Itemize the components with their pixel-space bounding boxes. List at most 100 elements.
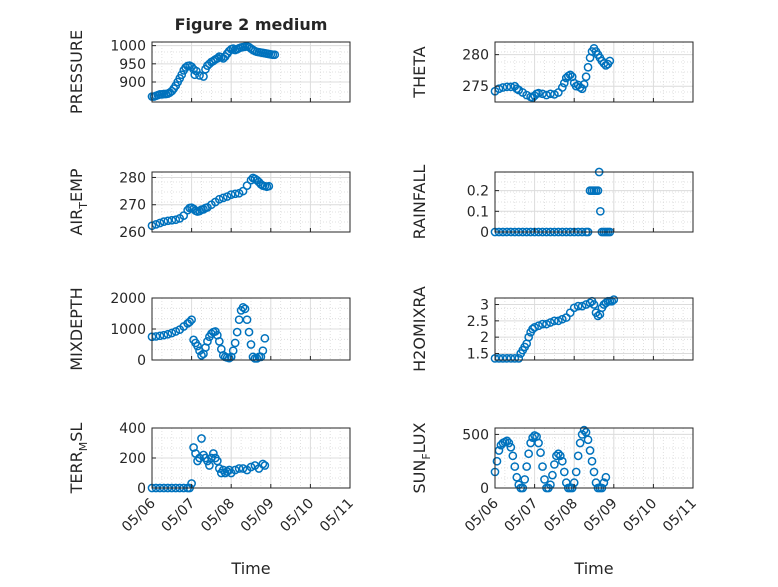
y-tick-label: 1000 — [110, 39, 146, 55]
data-point — [538, 462, 547, 471]
data-point — [185, 317, 194, 327]
data-point — [575, 438, 585, 448]
data-point — [579, 79, 589, 89]
x-tick-label: 05/06 — [462, 495, 502, 535]
x-tick-label: 05/06 — [119, 495, 159, 535]
data-point — [498, 83, 508, 92]
data-point — [524, 332, 534, 342]
subplot-3: 260 270 280 AIRTEMP — [67, 168, 351, 241]
data-point — [506, 442, 516, 452]
data-point — [579, 425, 589, 435]
y-tick-label: 270 — [119, 198, 146, 214]
data-point — [258, 459, 268, 469]
x-tick-label: 05/07 — [159, 496, 199, 536]
data-point — [508, 451, 518, 461]
axes-frame — [151, 171, 351, 233]
data-point — [230, 465, 240, 475]
data-point — [246, 340, 256, 349]
y-axis-label: THETA — [410, 46, 429, 98]
data-point — [492, 456, 502, 466]
data-point — [246, 462, 256, 472]
data-point — [555, 451, 565, 461]
data-point — [167, 215, 177, 225]
data-point — [242, 181, 252, 190]
x-tick-label: 05/10 — [620, 496, 660, 536]
data-point — [159, 217, 169, 226]
y-axis-label: MIXDEPTH — [67, 287, 86, 370]
data-point — [258, 346, 268, 356]
data-point — [212, 456, 222, 466]
y-tick-label: 2 — [480, 330, 489, 346]
y-tick-label: 2.5 — [467, 314, 489, 330]
subplot-6: 1.522.53 H2OMIXRA — [410, 286, 694, 372]
data-point — [540, 475, 549, 484]
data-point — [550, 460, 559, 469]
data-point — [571, 467, 581, 477]
y-tick-label: 200 — [119, 451, 146, 467]
subplot-1: 900 950 1000 PRESSURE — [67, 30, 351, 114]
data-point — [510, 354, 520, 363]
data-point — [155, 218, 165, 228]
x-tick-label: 05/08 — [198, 496, 238, 536]
data-point — [197, 434, 206, 443]
y-tick-label: 1.5 — [467, 346, 489, 362]
data-point — [510, 462, 520, 471]
data-point — [203, 337, 212, 346]
data-point — [542, 90, 551, 100]
data-point — [228, 346, 238, 356]
data-point — [209, 449, 218, 458]
data-point — [587, 456, 597, 466]
data-point — [583, 62, 593, 72]
data-point — [554, 449, 563, 459]
x-tick-label: 05/09 — [238, 496, 278, 536]
data-point — [506, 82, 516, 92]
data-point — [502, 436, 512, 446]
data-point — [583, 435, 593, 445]
x-tick-label: 05/11 — [317, 496, 357, 536]
data-point — [546, 89, 555, 99]
data-point — [504, 438, 514, 448]
data-point — [569, 303, 579, 313]
x-tick-label: 05/09 — [581, 496, 621, 536]
data-point — [554, 316, 563, 326]
data-point — [557, 314, 567, 324]
data-point — [246, 175, 256, 185]
data-point — [557, 83, 567, 92]
data-point — [214, 464, 224, 473]
data-point — [226, 190, 236, 199]
data-point — [599, 478, 609, 487]
data-point — [171, 215, 181, 225]
data-point — [585, 446, 595, 455]
y-tick-label: 2000 — [110, 291, 146, 307]
y-tick-label: 0.1 — [467, 204, 489, 220]
data-point — [546, 318, 555, 327]
data-point — [205, 461, 214, 470]
data-point — [534, 438, 543, 448]
y-axis-label: SUNFLUX — [410, 422, 433, 493]
data-point — [218, 193, 228, 203]
y-tick-label: 0 — [480, 225, 489, 241]
data-point — [244, 327, 254, 337]
data-point — [222, 467, 232, 476]
y-tick-label: 0.2 — [467, 184, 489, 200]
data-point — [585, 298, 595, 308]
data-point — [214, 337, 224, 346]
data-point — [238, 464, 248, 473]
data-point — [212, 54, 222, 63]
data-point — [559, 78, 569, 88]
x-axis-label-left: Time — [230, 559, 270, 578]
axes-frame — [494, 171, 694, 233]
x-tick-label: 05/11 — [660, 496, 700, 536]
data-point — [536, 448, 545, 457]
data-point — [577, 84, 587, 94]
data-point — [589, 300, 599, 309]
data-point — [552, 451, 561, 461]
subplot-4: 0 0.1 0.2 RAINFALL — [410, 165, 694, 241]
data-point — [230, 189, 240, 199]
data-point — [534, 321, 543, 331]
y-tick-label: 500 — [462, 427, 489, 443]
data-point — [542, 319, 551, 329]
data-point — [609, 295, 619, 304]
